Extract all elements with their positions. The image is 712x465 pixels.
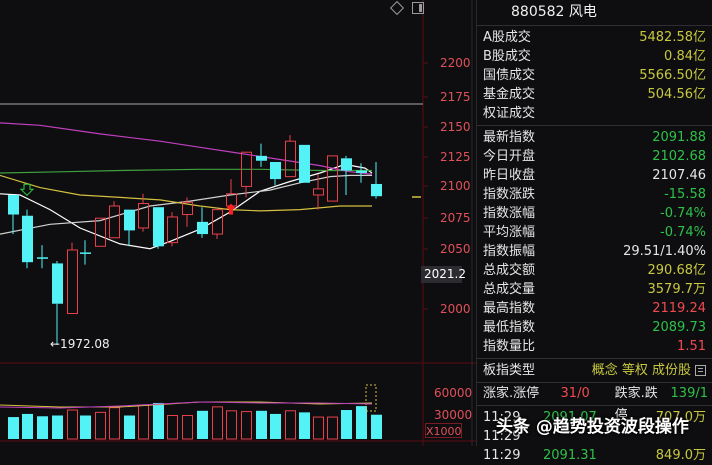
stat-label: 今日开盘	[483, 149, 536, 164]
stat-label: 指数涨跌	[483, 187, 536, 202]
tick-row: 11:29	[477, 427, 712, 446]
board-type-section: 板指类型 概念 等权 成份股	[477, 359, 712, 383]
advance-label: 涨家.涨停	[483, 386, 540, 401]
kline-chart[interactable]: 2200 2175 2150 2125 2100 2075 2050 2000 …	[0, 0, 476, 446]
price-tick: 2175	[440, 90, 471, 104]
price-tick: 2125	[440, 150, 471, 164]
row-label: 基金成交	[483, 87, 536, 102]
tick-volume: 707.0万	[655, 410, 706, 425]
panel-toggle-icon[interactable]	[412, 2, 424, 14]
stat-change-pct: -0.74%	[660, 206, 706, 221]
stat-volume: 3579.7万	[647, 282, 707, 297]
price-tick: 2200	[440, 56, 471, 70]
watermark: 头条 @趋势投资波段操作	[496, 417, 689, 437]
stat-turnover: 290.68亿	[647, 263, 707, 278]
stock-title: 880582 风电	[477, 0, 712, 26]
stat-label: 指数量比	[483, 339, 536, 354]
chart-toolbar	[389, 0, 424, 16]
stat-amplitude: 29.51/1.40%	[623, 244, 706, 259]
tick-volume: 849.0万	[655, 448, 706, 463]
stat-low: 2089.73	[652, 320, 706, 335]
volume-tick: 60000	[434, 386, 473, 400]
quote-panel: 880582 风电 A股成交 5482.58亿 B股成交 0.84亿 国债成交 556…	[476, 0, 712, 463]
volume-tick: 30000	[434, 408, 473, 422]
tick-price: 2091.31	[543, 448, 597, 463]
stat-label: 指数涨幅	[483, 206, 536, 221]
stat-label: 最新指数	[483, 130, 536, 145]
row-value: 5482.58亿	[639, 30, 706, 45]
stat-avg-change: -0.74%	[660, 225, 706, 240]
stat-latest: 2091.88	[652, 130, 706, 145]
board-type-value: 概念 等权 成份股	[591, 363, 691, 378]
row-value: 504.56亿	[647, 87, 707, 102]
price-tick: 2075	[440, 211, 471, 225]
turnover-row-a: A股成交 5482.58亿	[477, 28, 712, 47]
stat-change: -15.58	[664, 187, 706, 202]
row-value: 5566.50亿	[639, 68, 706, 83]
turnover-row-b: B股成交 0.84亿	[477, 47, 712, 66]
stat-open: 2102.68	[652, 149, 706, 164]
row-label: A股成交	[483, 30, 531, 45]
tick-price: 2091.07	[543, 410, 597, 425]
row-value: 0.84亿	[664, 49, 706, 64]
advance-value: 31/0	[560, 386, 590, 401]
stat-label: 最高指数	[483, 301, 536, 316]
stat-label: 最低指数	[483, 320, 536, 335]
grid-menu-icon[interactable]	[695, 365, 706, 376]
row-label: 国债成交	[483, 68, 536, 83]
tick-time: 11:29	[483, 410, 521, 425]
row-label: 权证成交	[483, 106, 536, 121]
stat-label: 总成交额	[483, 263, 536, 278]
tick-time: 11:29	[483, 429, 521, 444]
board-type-label: 板指类型	[483, 363, 536, 378]
price-tick: 2100	[440, 179, 471, 193]
diamond-icon[interactable]	[389, 0, 405, 16]
stat-volume-ratio: 1.51	[677, 339, 706, 354]
current-price-tag: 2021.2	[421, 266, 466, 283]
stat-label: 总成交量	[483, 282, 536, 297]
turnover-row-warrant: 权证成交	[477, 104, 712, 123]
decline-value: 139/1	[670, 386, 708, 401]
tick-row: 11:29 2091.31 849.0万	[477, 446, 712, 465]
advance-decline-row: 涨家.涨停 31/0 跌家.跌停 139/1	[477, 383, 712, 423]
tick-row: 11:29 2091.07 707.0万	[477, 408, 712, 427]
stat-label: 昨日收盘	[483, 168, 536, 183]
decline-label: 跌家.跌停	[614, 386, 658, 423]
stat-label: 平均涨幅	[483, 225, 536, 240]
stat-high: 2119.24	[652, 301, 706, 316]
price-tick: 2000	[440, 302, 471, 316]
stat-prev-close: 2107.46	[652, 168, 706, 183]
turnover-row-fund: 基金成交 504.56亿	[477, 85, 712, 104]
price-tick: 2150	[440, 120, 471, 134]
price-tick: 2050	[440, 242, 471, 256]
lowest-price-marker: ←1972.08	[50, 337, 110, 351]
volume-unit: X1000	[425, 423, 462, 438]
turnover-row-bond: 国债成交 5566.50亿	[477, 66, 712, 85]
stat-label: 指数振幅	[483, 244, 536, 259]
tick-time: 11:29	[483, 448, 521, 463]
stats-section: 最新指数 2091.88 今日开盘 2102.68 昨日收盘 2107.46 指数涨跌…	[477, 126, 712, 359]
row-label: B股成交	[483, 49, 531, 64]
turnover-section: A股成交 5482.58亿 B股成交 0.84亿 国债成交 5566.50亿 基金成交…	[477, 26, 712, 126]
kline-svg[interactable]	[0, 0, 476, 446]
